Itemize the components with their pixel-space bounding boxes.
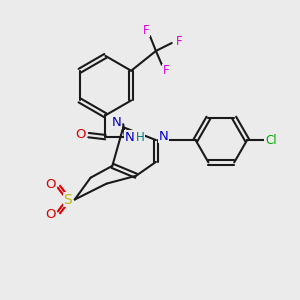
Text: O: O [46, 208, 56, 221]
Text: F: F [176, 34, 182, 47]
Text: F: F [163, 64, 169, 77]
Text: F: F [143, 24, 149, 37]
Text: O: O [46, 178, 56, 191]
Text: N: N [124, 130, 134, 144]
Text: Cl: Cl [265, 134, 277, 147]
Text: O: O [75, 128, 86, 141]
Text: N: N [159, 130, 169, 142]
Text: S: S [63, 193, 72, 206]
Text: H: H [136, 130, 145, 144]
Text: N: N [111, 116, 121, 129]
